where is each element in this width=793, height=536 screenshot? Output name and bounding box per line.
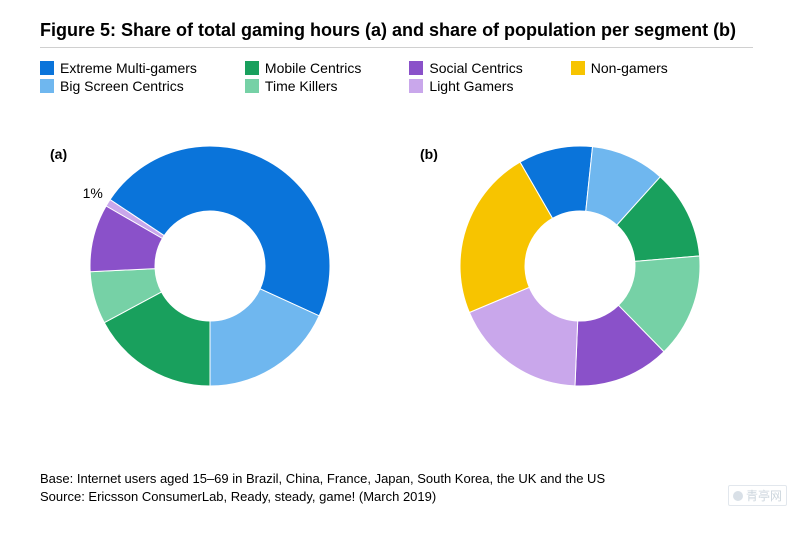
legend-label: Non-gamers (591, 60, 668, 76)
legend-label: Light Gamers (429, 78, 513, 94)
legend-label: Extreme Multi-gamers (60, 60, 197, 76)
legend-column: Non-gamers (571, 60, 668, 96)
legend-swatch (40, 61, 54, 75)
legend-swatch (409, 79, 423, 93)
legend-swatch (40, 79, 54, 93)
charts-row: (a) 1%47%18%17%7%9% (b) 10%10%12%14%13%1… (50, 106, 753, 406)
legend-swatch (571, 61, 585, 75)
legend-column: Extreme Multi-gamers Big Screen Centrics (40, 60, 197, 96)
figure-title: Figure 5: Share of total gaming hours (a… (40, 20, 753, 41)
watermark-icon (733, 491, 743, 501)
legend-swatch (245, 61, 259, 75)
legend-item: Light Gamers (409, 78, 522, 94)
figure-footer: Base: Internet users aged 15–69 in Brazi… (40, 470, 605, 506)
legend-label: Time Killers (265, 78, 338, 94)
legend-column: Social Centrics Light Gamers (409, 60, 522, 96)
legend-item: Time Killers (245, 78, 361, 94)
watermark-text: 青亭网 (746, 487, 782, 504)
legend-item: Non-gamers (571, 60, 668, 76)
chart-b-tag: (b) (420, 146, 438, 162)
legend: Extreme Multi-gamers Big Screen Centrics M… (40, 60, 753, 96)
legend-swatch (409, 61, 423, 75)
legend-label: Big Screen Centrics (60, 78, 184, 94)
chart-b: (b) 10%10%12%14%13%18%23% (420, 106, 730, 406)
chart-a: (a) 1%47%18%17%7%9% (50, 106, 360, 406)
legend-item: Big Screen Centrics (40, 78, 197, 94)
watermark: 青亭网 (728, 485, 787, 506)
legend-item: Extreme Multi-gamers (40, 60, 197, 76)
legend-label: Social Centrics (429, 60, 522, 76)
footer-base: Base: Internet users aged 15–69 in Brazi… (40, 470, 605, 488)
footer-source: Source: Ericsson ConsumerLab, Ready, ste… (40, 488, 605, 506)
chart-a-tag: (a) (50, 146, 67, 162)
legend-swatch (245, 79, 259, 93)
legend-item: Social Centrics (409, 60, 522, 76)
legend-column: Mobile Centrics Time Killers (245, 60, 361, 96)
title-divider (40, 47, 753, 48)
legend-label: Mobile Centrics (265, 60, 361, 76)
legend-item: Mobile Centrics (245, 60, 361, 76)
donut-svg (80, 136, 340, 396)
donut-svg (450, 136, 710, 396)
